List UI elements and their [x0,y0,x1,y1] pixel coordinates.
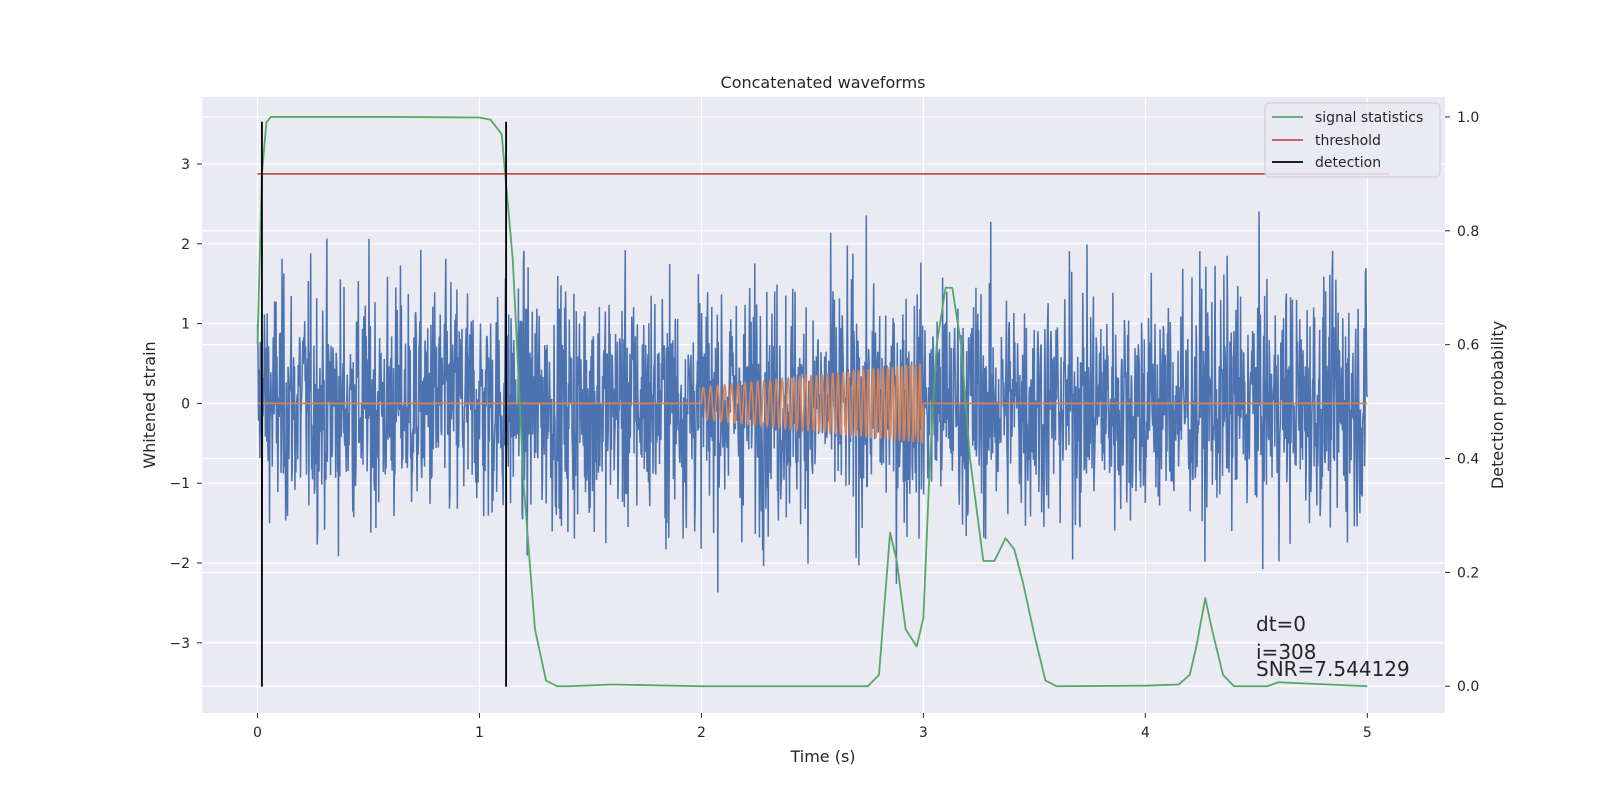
x-tick-label: 3 [919,725,928,741]
x-tick-label: 4 [1141,725,1150,741]
x-tick-label: 5 [1363,725,1372,741]
series-noise-line [256,211,1369,593]
annotation-dt: dt=0 [1256,612,1306,636]
y2-tick-label: 0.8 [1457,224,1479,240]
series-layer [256,116,1390,688]
y-tick-label: −3 [169,636,190,652]
y-axis-label: Whitened strain [140,341,159,468]
legend-label-threshold: threshold [1315,133,1381,149]
chart-title: Concatenated waveforms [721,73,926,92]
y2-tick-label: 0.2 [1457,565,1479,581]
x-tick-label: 0 [253,725,262,741]
y2-tick-label: 0.6 [1457,338,1479,354]
series-signal-line [257,362,1368,446]
legend-label-signal-statistics: signal statistics [1315,110,1423,126]
y-tick-label: 2 [181,237,190,253]
ticks: 0 1 2 3 4 5 −3 −2 −1 0 1 2 3 0.0 0.2 0.4 0.6 0.8 1.0 [169,110,1479,741]
legend-label-detection: detection [1315,155,1381,171]
legend-box [1264,102,1441,178]
annotation-i: i=308 [1256,640,1317,664]
y-tick-label: 1 [181,317,190,333]
y2-tick-label: 1.0 [1457,110,1479,126]
x-tick-label: 1 [475,725,484,741]
y-tick-label: −1 [169,476,190,492]
y-tick-label: 3 [181,157,190,173]
y2-tick-label: 0.4 [1457,452,1479,468]
annotation-snr: SNR=7.544129 [1256,657,1410,681]
y-tick-label: −2 [169,556,190,572]
y2-axis-label: Detection probability [1488,321,1507,489]
x-tick-label: 2 [697,725,706,741]
series-signal-statistics-line [256,116,1368,688]
legend: signal statistics threshold detection [1264,102,1441,178]
y2-tick-label: 0.0 [1457,679,1479,695]
y-tick-label: 0 [181,396,190,412]
x-axis-label: Time (s) [789,747,855,766]
